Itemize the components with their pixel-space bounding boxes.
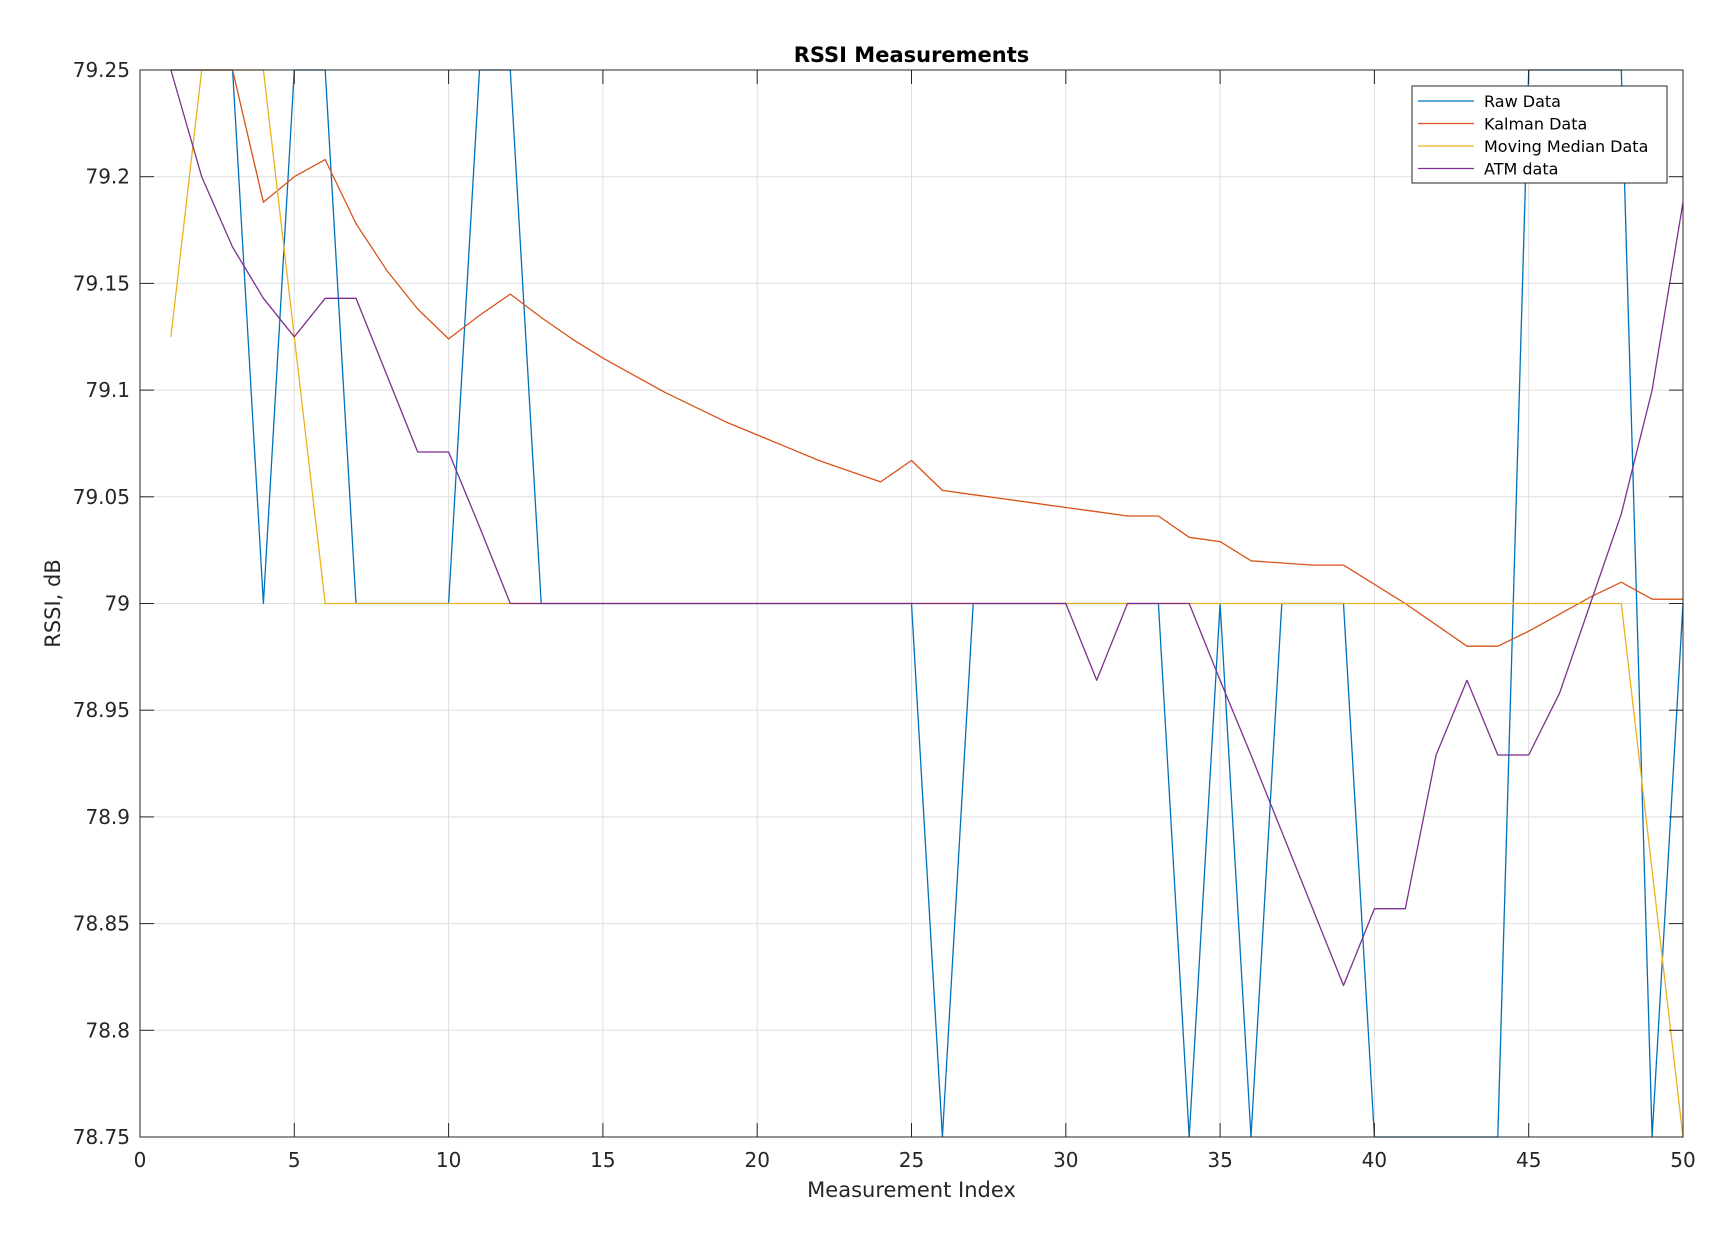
y-tick-label: 79.2 (85, 165, 130, 189)
y-tick-label: 78.8 (85, 1018, 130, 1042)
y-tick-label: 78.9 (85, 805, 130, 829)
x-tick-label: 25 (899, 1148, 924, 1172)
x-tick-label: 40 (1362, 1148, 1387, 1172)
x-tick-label: 15 (590, 1148, 615, 1172)
legend-label: Moving Median Data (1484, 137, 1648, 156)
x-axis: 0 5 10 15 20 25 30 35 40 45 50 (134, 70, 1696, 1172)
series-line-atm-data (170, 69, 1684, 987)
y-tick-label: 78.75 (73, 1125, 130, 1149)
legend-box (1411, 85, 1668, 184)
y-axis-label: RSSI, dB (41, 559, 65, 648)
y-tick-label: 78.95 (73, 698, 130, 722)
y-axis: 79.25 79.2 79.15 79.1 79.05 79 78.95 78.9 78.85 7… (73, 58, 1683, 1149)
x-tick-label: 0 (134, 1148, 147, 1172)
y-tick-label: 79.05 (73, 485, 130, 509)
y-tick-label: 78.85 (73, 912, 130, 936)
y-tick-label: 79.15 (73, 271, 130, 295)
x-tick-label: 50 (1670, 1148, 1695, 1172)
legend-label: Raw Data (1484, 92, 1561, 111)
x-tick-label: 20 (744, 1148, 769, 1172)
legend-label: ATM data (1484, 160, 1558, 179)
x-tick-label: 10 (436, 1148, 461, 1172)
x-tick-label: 5 (288, 1148, 301, 1172)
y-tick-label: 79 (105, 592, 130, 616)
x-tick-label: 35 (1207, 1148, 1232, 1172)
series-line-kalman-data (170, 69, 1683, 647)
y-tick-label: 79.1 (85, 378, 130, 402)
legend: Raw Data Kalman Data Moving Median Data ATM… (1411, 85, 1668, 184)
x-tick-label: 30 (1053, 1148, 1078, 1172)
x-axis-label: Measurement Index (807, 1178, 1016, 1202)
legend-label: Kalman Data (1484, 115, 1587, 134)
series-layer (170, 69, 1684, 1138)
x-tick-label: 45 (1516, 1148, 1541, 1172)
chart-title: RSSI Measurements (794, 43, 1030, 67)
y-tick-label: 79.25 (73, 58, 130, 82)
